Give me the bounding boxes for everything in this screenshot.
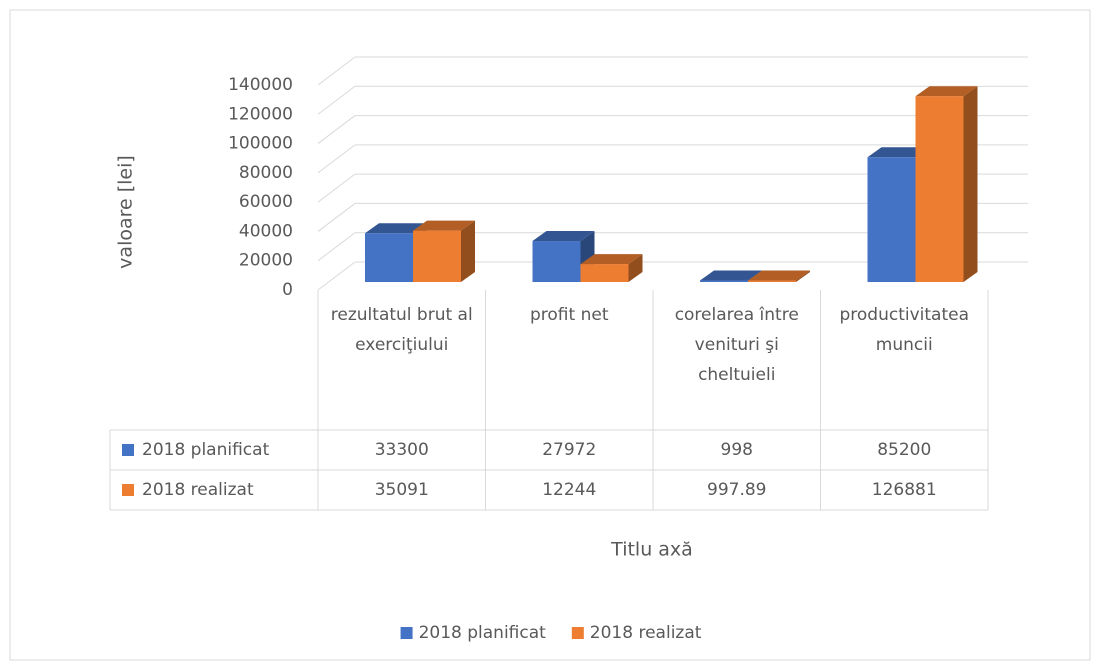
bar bbox=[915, 96, 964, 282]
bar-top bbox=[748, 270, 810, 281]
bar-top bbox=[867, 147, 930, 158]
table-value: 12244 bbox=[542, 480, 596, 500]
table-value: 33300 bbox=[375, 440, 429, 460]
table-value: 998 bbox=[721, 440, 753, 460]
table-value: 35091 bbox=[375, 480, 429, 500]
legend-key bbox=[122, 444, 134, 456]
legend-key bbox=[571, 627, 584, 639]
grid-line bbox=[317, 232, 356, 262]
legend-key bbox=[400, 627, 413, 639]
y-tick-label: 140000 bbox=[228, 75, 293, 95]
bar bbox=[867, 157, 916, 282]
category-label: profit net bbox=[530, 305, 609, 325]
bar-top bbox=[700, 270, 762, 281]
y-tick-label: 40000 bbox=[239, 221, 293, 241]
bar-top bbox=[915, 86, 978, 97]
bar-top bbox=[532, 231, 595, 242]
y-tick-label: 120000 bbox=[228, 104, 293, 124]
grid-line bbox=[317, 144, 356, 174]
bar bbox=[532, 241, 581, 282]
category-label: productivitatea muncii bbox=[839, 305, 970, 355]
category-label: rezultatul brut al exerciţiului bbox=[330, 305, 473, 355]
row-label: 2018 planificat bbox=[142, 440, 270, 460]
grid-line bbox=[317, 115, 356, 144]
bar-side bbox=[963, 86, 978, 282]
x-axis-title: Titlu axă bbox=[610, 539, 693, 561]
grid-line bbox=[317, 173, 356, 203]
bar bbox=[580, 264, 629, 282]
bar bbox=[700, 280, 748, 282]
bar-side bbox=[628, 254, 643, 282]
bar bbox=[748, 280, 796, 282]
y-tick-label: 60000 bbox=[239, 192, 293, 212]
bar bbox=[365, 233, 413, 282]
table-value: 997.89 bbox=[707, 480, 766, 500]
bar bbox=[413, 230, 461, 282]
y-tick-label: 100000 bbox=[228, 134, 293, 154]
bar-top bbox=[580, 254, 643, 265]
category-label: corelarea între venituri şi cheltuieli bbox=[674, 305, 799, 385]
legend: 2018 planificat 2018 realizat bbox=[400, 623, 702, 643]
y-tick-label: 0 bbox=[282, 280, 293, 300]
table-value: 126881 bbox=[872, 480, 937, 500]
y-axis-title: valoare [lei] bbox=[115, 155, 137, 269]
grid-line bbox=[317, 85, 356, 115]
y-tick-label: 80000 bbox=[239, 163, 293, 183]
grid-line bbox=[317, 261, 356, 291]
bar-side bbox=[796, 270, 810, 282]
table-value: 85200 bbox=[877, 440, 931, 460]
legend-label: 2018 realizat bbox=[590, 623, 702, 643]
bar-side bbox=[461, 220, 475, 282]
table-value: 27972 bbox=[542, 440, 596, 460]
row-label: 2018 realizat bbox=[142, 480, 254, 500]
legend-key bbox=[122, 484, 134, 496]
chart-border bbox=[9, 9, 1091, 661]
legend-label: 2018 planificat bbox=[419, 623, 547, 643]
bar-top bbox=[365, 223, 427, 234]
grid-line bbox=[317, 203, 356, 232]
grid-line bbox=[317, 56, 356, 86]
bar-top bbox=[413, 220, 475, 231]
y-tick-label: 20000 bbox=[239, 251, 293, 271]
